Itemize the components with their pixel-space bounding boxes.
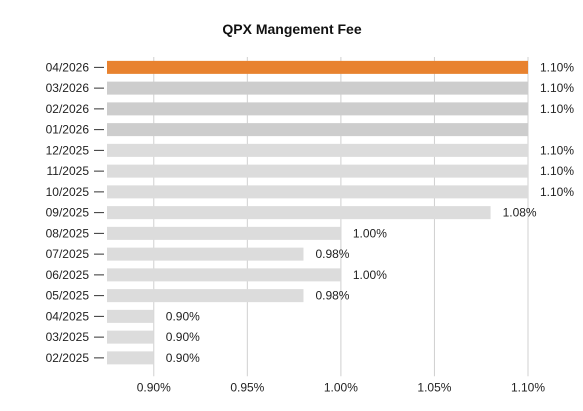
- bar: [107, 102, 528, 116]
- x-tick-label: 1.00%: [324, 380, 358, 394]
- x-tick-label: 0.90%: [137, 380, 171, 394]
- data-label: 0.98%: [315, 247, 349, 261]
- y-tick-label: 04/2026: [46, 60, 90, 74]
- data-label: 0.98%: [315, 289, 349, 303]
- bar: [107, 60, 528, 74]
- y-tick-label: 01/2026: [46, 123, 90, 137]
- y-tick-label: 10/2025: [46, 185, 90, 199]
- data-label: 0.90%: [166, 330, 200, 344]
- bar: [107, 226, 341, 240]
- bar: [107, 123, 528, 137]
- y-tick-label: 02/2025: [46, 351, 90, 365]
- bar: [107, 164, 528, 178]
- data-labels: 1.10%1.10%1.10%1.10%1.10%1.10%1.08%1.00%…: [166, 60, 575, 365]
- y-tick-label: 12/2025: [46, 143, 90, 157]
- y-axis-labels: 04/2026 03/2026 02/2026 01/2026 12/2025 11/20…: [46, 60, 104, 365]
- bar: [107, 247, 304, 261]
- data-label: 1.10%: [540, 60, 574, 74]
- bar: [107, 309, 154, 323]
- data-label: 1.00%: [353, 268, 387, 282]
- y-tick-label: 08/2025: [46, 226, 90, 240]
- data-label: 0.90%: [166, 351, 200, 365]
- y-tick-label: 02/2026: [46, 102, 90, 116]
- data-label: 1.10%: [540, 143, 574, 157]
- y-tick-label: 05/2025: [46, 289, 90, 303]
- chart-title: QPX Mangement Fee: [222, 21, 361, 37]
- y-tick-label: 07/2025: [46, 247, 90, 261]
- data-label: 1.08%: [503, 206, 537, 220]
- bar: [107, 143, 528, 157]
- bar: [107, 206, 491, 220]
- y-tick-label: 09/2025: [46, 206, 90, 220]
- x-axis-labels: 0.90% 0.95% 1.00% 1.05% 1.10%: [137, 380, 546, 394]
- bar: [107, 330, 154, 344]
- bar: [107, 81, 528, 95]
- x-tick-label: 0.95%: [230, 380, 264, 394]
- data-label: 1.10%: [540, 164, 574, 178]
- data-label: 1.10%: [540, 81, 574, 95]
- bar: [107, 185, 528, 199]
- data-label: 0.90%: [166, 309, 200, 323]
- bar: [107, 289, 304, 303]
- data-label: 1.00%: [353, 226, 387, 240]
- bar: [107, 351, 154, 365]
- y-tick-label: 03/2025: [46, 330, 90, 344]
- x-tick-label: 1.10%: [511, 380, 545, 394]
- data-label: 1.10%: [540, 102, 574, 116]
- y-tick-label: 11/2025: [47, 164, 90, 178]
- bars: [107, 60, 528, 365]
- y-tick-label: 04/2025: [46, 309, 90, 323]
- y-tick-label: 03/2026: [46, 81, 90, 95]
- y-tick-label: 06/2025: [46, 268, 90, 282]
- x-tick-label: 1.05%: [417, 380, 451, 394]
- bar: [107, 268, 341, 282]
- data-label: 1.10%: [540, 185, 574, 199]
